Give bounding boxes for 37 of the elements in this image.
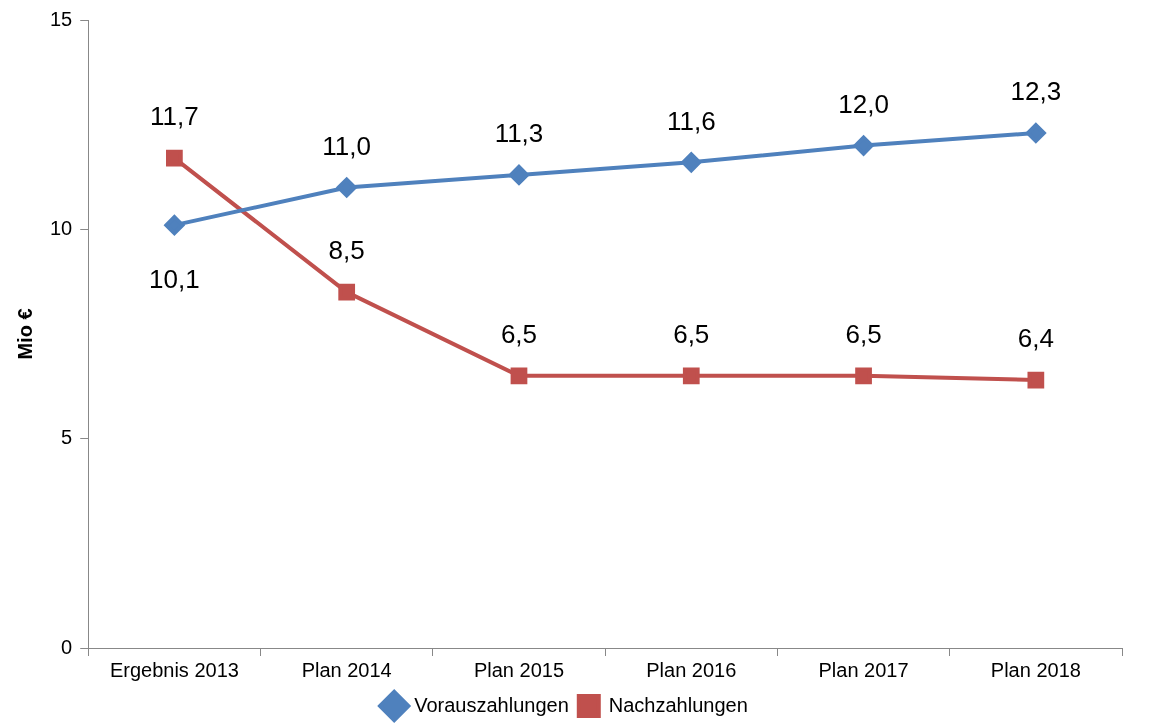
legend-label: Vorauszahlungen: [414, 693, 569, 716]
point: [508, 164, 529, 185]
data-label: 6,5: [845, 319, 882, 350]
x-tick-label: Plan 2018: [990, 658, 1081, 681]
data-label: 6,5: [673, 319, 710, 350]
data-label: 12,0: [838, 88, 889, 119]
point: [164, 215, 185, 236]
data-label: 11,3: [494, 118, 544, 149]
data-label: 6,4: [1017, 323, 1054, 354]
data-label: 6,5: [500, 319, 538, 350]
y-tick-label: 5: [61, 426, 73, 449]
point: [1025, 123, 1046, 144]
x-tick-label: Plan 2016: [646, 658, 737, 681]
data-label: 10,1: [149, 264, 200, 295]
point: [681, 152, 702, 173]
y-tick-label: 0: [61, 635, 73, 658]
point: [166, 149, 183, 167]
data-label: 12,3: [1010, 76, 1062, 107]
y-axis-title: Mio €: [13, 308, 36, 360]
data-label: 11,0: [322, 130, 372, 161]
point: [336, 177, 357, 198]
point: [510, 367, 528, 385]
point: [855, 367, 872, 385]
point: [682, 367, 700, 385]
data-label: 8,5: [328, 235, 365, 266]
data-label: 11,6: [666, 105, 716, 136]
point: [853, 135, 874, 156]
point: [338, 283, 356, 301]
point: [1027, 371, 1045, 389]
x-tick-label: Plan 2015: [473, 658, 565, 681]
x-tick-label: Plan 2017: [818, 658, 909, 681]
x-tick-label: Plan 2014: [301, 658, 392, 681]
x-tick-label: Ergebnis 2013: [109, 658, 239, 681]
data-label: 11,7: [150, 101, 199, 132]
legend-label: Nachzahlungen: [608, 693, 748, 716]
y-tick-label: 10: [50, 216, 73, 239]
y-tick-label: 15: [50, 7, 73, 30]
